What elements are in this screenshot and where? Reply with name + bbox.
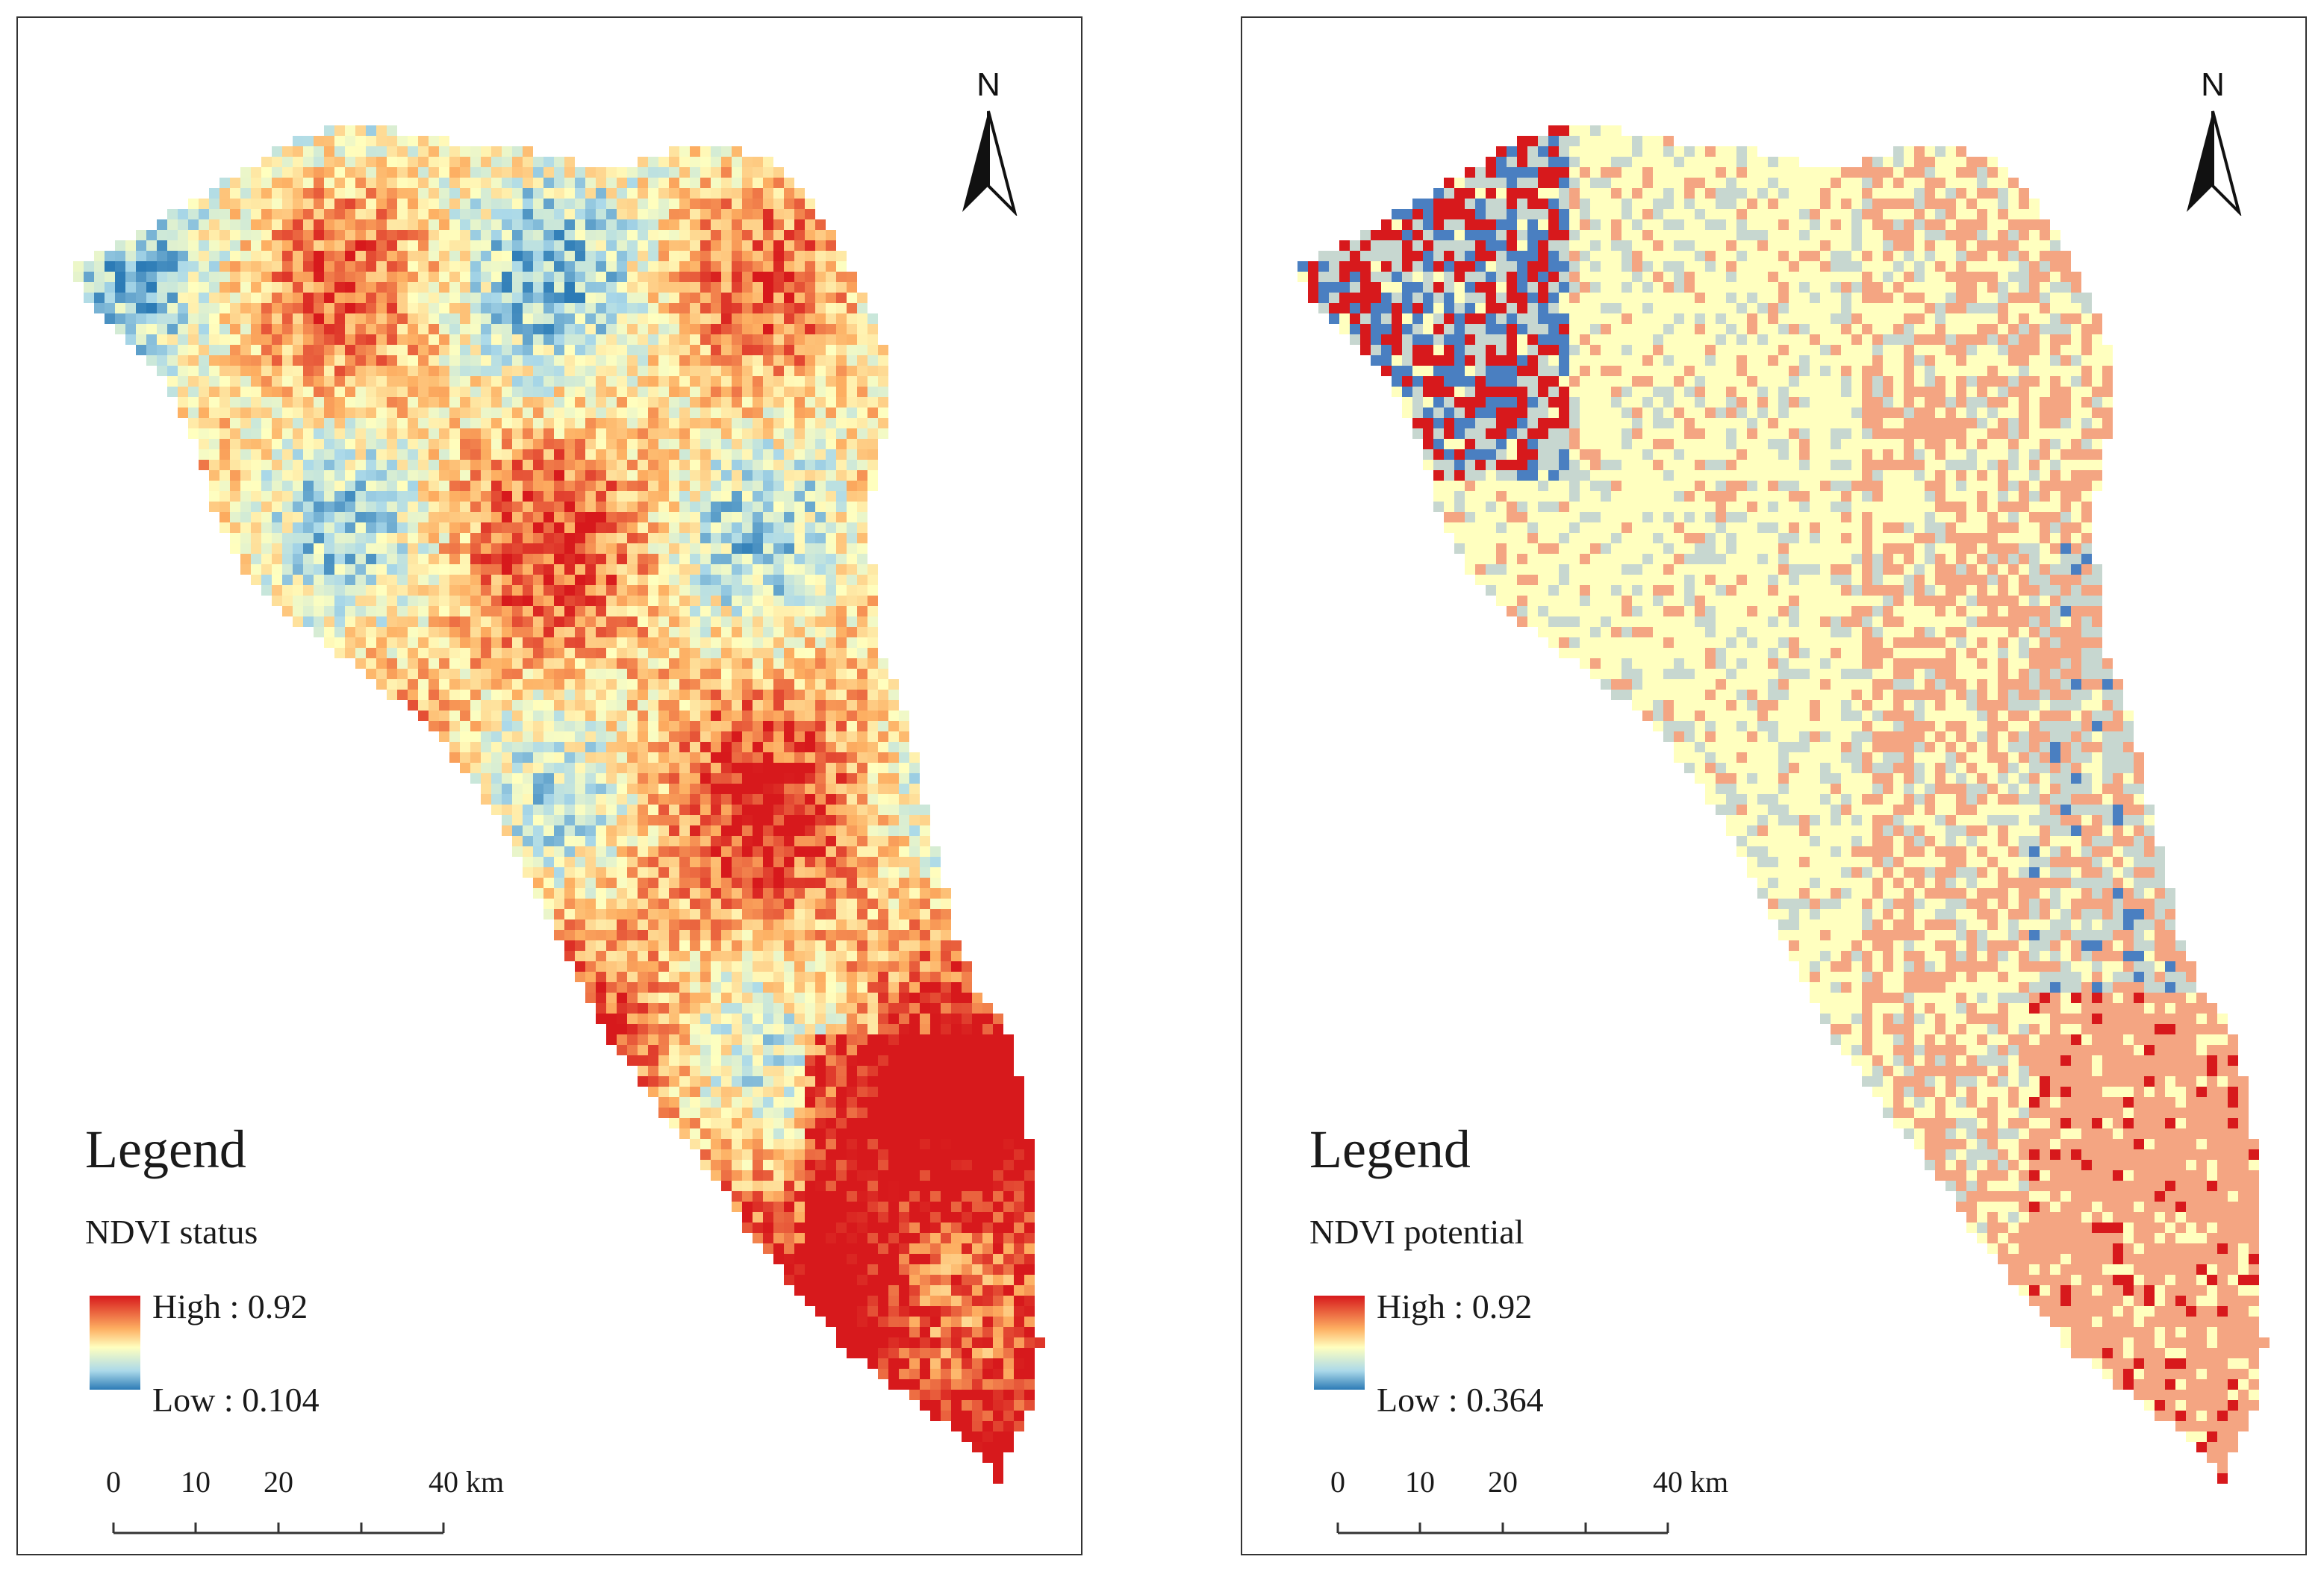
north-arrow-icon xyxy=(962,110,1018,216)
north-arrow: N xyxy=(2179,66,2246,216)
legend-title: Legend xyxy=(1309,1120,1471,1179)
scale-unit: km xyxy=(1690,1465,1729,1499)
north-arrow: N xyxy=(955,66,1022,216)
north-arrow-icon xyxy=(2187,110,2242,216)
scale-tick-20: 20 xyxy=(1488,1465,1518,1499)
ndvi-status-raster xyxy=(73,125,1045,1484)
north-label: N xyxy=(2201,66,2225,103)
legend-color-ramp xyxy=(1314,1296,1365,1390)
scale-tick-40: 40 xyxy=(429,1465,458,1499)
legend-low-label: Low : 0.364 xyxy=(1377,1381,1544,1419)
scale-tick-10: 10 xyxy=(1405,1465,1435,1499)
legend-title: Legend xyxy=(85,1120,246,1179)
scale-tick-40: 40 xyxy=(1653,1465,1683,1499)
scale-tick-10: 10 xyxy=(181,1465,211,1499)
raster-cells xyxy=(1297,125,2270,1484)
scale-tick-20: 20 xyxy=(264,1465,293,1499)
map-panel-ndvi-status: N Legend NDVI status High : 0.92 Low : 0… xyxy=(16,16,1082,1555)
scale-bar: 0 10 20 40 km xyxy=(85,1465,504,1540)
legend-high-label: High : 0.92 xyxy=(1377,1287,1533,1325)
legend-color-ramp xyxy=(90,1296,140,1390)
scale-tick-0: 0 xyxy=(106,1465,121,1499)
scale-bar-line xyxy=(1336,1523,1669,1534)
map-panel-ndvi-potential: N Legend NDVI potential High : 0.92 Low … xyxy=(1241,16,2307,1555)
legend-high-label: High : 0.92 xyxy=(152,1287,308,1325)
scale-unit: km xyxy=(466,1465,505,1499)
legend-layer-name: NDVI potential xyxy=(1309,1213,1524,1251)
legend-low-label: Low : 0.104 xyxy=(152,1381,320,1419)
raster-cells xyxy=(73,125,1045,1484)
legend-layer-name: NDVI status xyxy=(85,1213,258,1251)
ndvi-potential-raster xyxy=(1297,125,2270,1484)
north-label: N xyxy=(976,66,1000,103)
scale-tick-0: 0 xyxy=(1330,1465,1345,1499)
scale-bar: 0 10 20 40 km xyxy=(1309,1465,1728,1540)
scale-bar-line xyxy=(112,1523,445,1534)
